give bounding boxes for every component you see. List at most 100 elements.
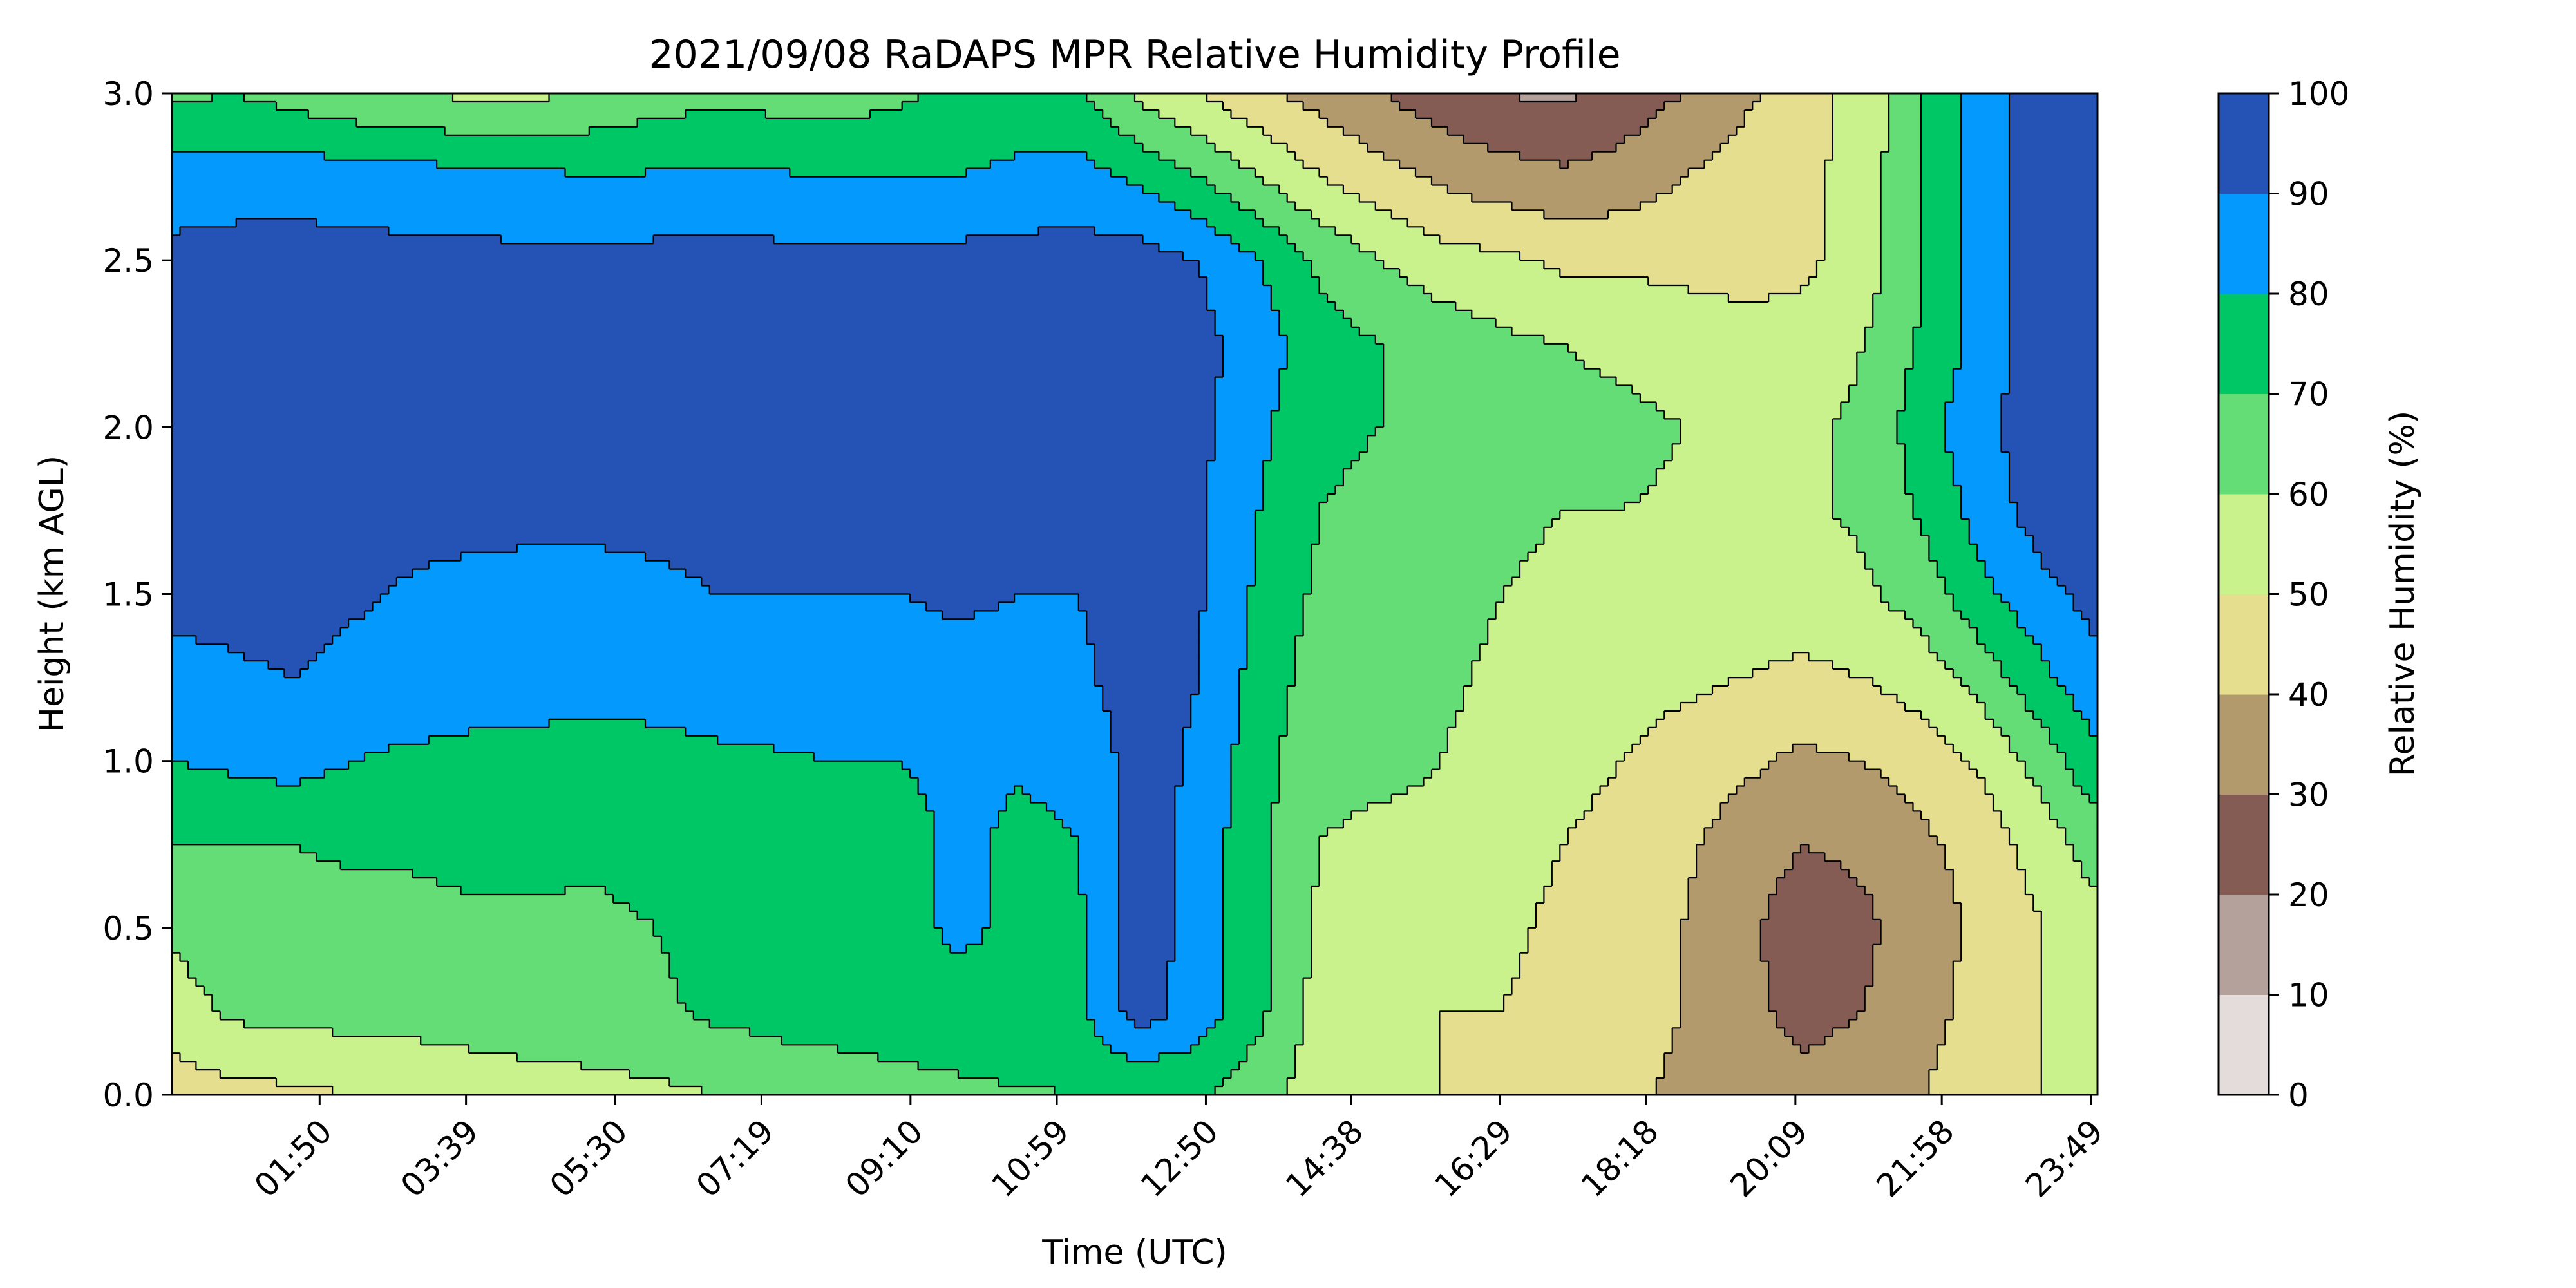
contour-cell	[1929, 644, 1986, 654]
contour-cell	[2041, 1003, 2098, 1012]
contour-cell	[1046, 802, 1119, 812]
contour-cell	[1945, 402, 2002, 412]
contour-cell	[2041, 560, 2098, 570]
contour-cell	[1247, 636, 1296, 645]
contour-cell	[1215, 452, 1272, 461]
contour-cell	[1119, 853, 1176, 862]
contour-cell	[1279, 368, 1385, 378]
contour-cell	[1961, 494, 2010, 503]
contour-cell	[1319, 844, 1561, 854]
contour-cell	[1119, 786, 1176, 795]
contour-cell	[1864, 761, 1970, 770]
contour-cell	[1551, 518, 1842, 528]
contour-cell	[1207, 460, 1264, 469]
contour-cell	[1303, 594, 1504, 603]
contour-cell	[1864, 560, 1938, 570]
contour-cell	[172, 260, 1200, 269]
contour-cell	[1255, 577, 1312, 587]
contour-cell	[1223, 1011, 1264, 1021]
contour-cell	[1255, 569, 1312, 578]
contour-cell	[1263, 126, 1344, 136]
contour-cell	[172, 761, 189, 770]
contour-cell	[2009, 477, 2098, 486]
contour-cell	[172, 1019, 245, 1029]
contour-cell	[934, 902, 991, 912]
colorbar-tick-label: 30	[2288, 777, 2329, 814]
contour-cell	[1768, 969, 1873, 979]
contour-cell	[1760, 919, 1882, 929]
contour-cell	[1439, 1053, 1665, 1062]
contour-cell	[1929, 1070, 2042, 1079]
contour-cell	[1279, 794, 1392, 804]
contour-cell	[172, 377, 1216, 386]
contour-cell	[1880, 227, 1922, 236]
contour-cell	[1905, 469, 1954, 478]
contour-cell	[1969, 527, 2026, 536]
contour-cell	[1223, 1078, 1288, 1087]
contour-cell	[990, 878, 1079, 887]
contour-cell	[1383, 343, 1569, 353]
contour-cell	[172, 1078, 277, 1087]
x-tick-label: 14:38	[1278, 1112, 1370, 1204]
contour-cell	[2009, 101, 2098, 111]
contour-cell	[1455, 710, 1665, 720]
contour-cell	[2017, 853, 2074, 862]
contour-cell	[1416, 168, 1689, 178]
contour-cell	[1207, 135, 1272, 144]
contour-cell	[1119, 919, 1176, 929]
contour-cell	[172, 661, 269, 670]
contour-cell	[421, 1036, 782, 1046]
contour-cell	[428, 560, 670, 570]
contour-cell	[2001, 402, 2098, 412]
contour-cell	[1238, 160, 1304, 169]
contour-cell	[1287, 710, 1457, 720]
contour-cell	[172, 310, 1216, 319]
contour-cell	[1848, 1019, 1946, 1029]
contour-cell	[1279, 735, 1448, 745]
contour-cell	[1231, 819, 1272, 829]
contour-cell	[1383, 352, 1577, 361]
contour-cell	[685, 1003, 1088, 1012]
contour-cell	[1576, 819, 1713, 829]
contour-cell	[204, 986, 678, 996]
colorbar-band	[2219, 694, 2269, 795]
y-tick-label: 1.5	[102, 576, 154, 614]
contour-cell	[1175, 202, 1240, 211]
contour-cell	[172, 427, 1216, 437]
contour-cell	[669, 560, 1208, 570]
contour-cell	[1175, 811, 1232, 820]
contour-cell	[1223, 343, 1288, 353]
contour-cell	[1070, 828, 1119, 837]
contour-cell	[1054, 811, 1119, 820]
contour-cell	[1351, 460, 1665, 469]
contour-cell	[172, 828, 935, 837]
contour-cell	[1238, 1061, 1296, 1070]
contour-cell	[1664, 1070, 1930, 1079]
contour-cell	[1247, 118, 1328, 128]
contour-cell	[1094, 644, 1200, 654]
contour-cell	[172, 477, 1208, 486]
contour-cell	[1287, 352, 1385, 361]
contour-cell	[1648, 486, 1833, 495]
contour-cell	[1680, 176, 1826, 186]
contour-cell	[1680, 927, 1761, 937]
contour-cell	[773, 235, 967, 245]
contour-cell	[1873, 944, 1962, 954]
contour-cell	[2001, 727, 2050, 737]
contour-cell	[2033, 895, 2098, 904]
contour-cell	[1920, 252, 1962, 261]
contour-cell	[1929, 1086, 2042, 1095]
contour-cell	[1768, 986, 1866, 996]
contour-cell	[1287, 343, 1385, 353]
contour-cell	[1920, 269, 1962, 278]
contour-cell	[1920, 285, 1962, 294]
contour-cell	[1768, 895, 1873, 904]
contour-cell	[1231, 109, 1320, 119]
contour-cell	[1159, 1053, 1248, 1062]
contour-cell	[1913, 502, 1962, 511]
contour-cell	[1182, 744, 1232, 753]
x-axis-ticks: 01:50 03:39 05:30 07:19 09:10 10:59 12:50 14:38…	[247, 1095, 2110, 1204]
contour-cell	[1119, 986, 1168, 996]
contour-cell	[1279, 761, 1441, 770]
contour-cell	[1223, 978, 1272, 987]
